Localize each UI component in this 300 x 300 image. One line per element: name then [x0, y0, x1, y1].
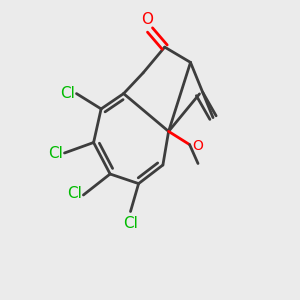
Text: Cl: Cl	[60, 86, 75, 101]
Text: Cl: Cl	[48, 146, 63, 160]
Text: Cl: Cl	[123, 216, 138, 231]
Text: O: O	[141, 12, 153, 27]
Text: Cl: Cl	[67, 186, 82, 201]
Text: O: O	[193, 139, 203, 153]
